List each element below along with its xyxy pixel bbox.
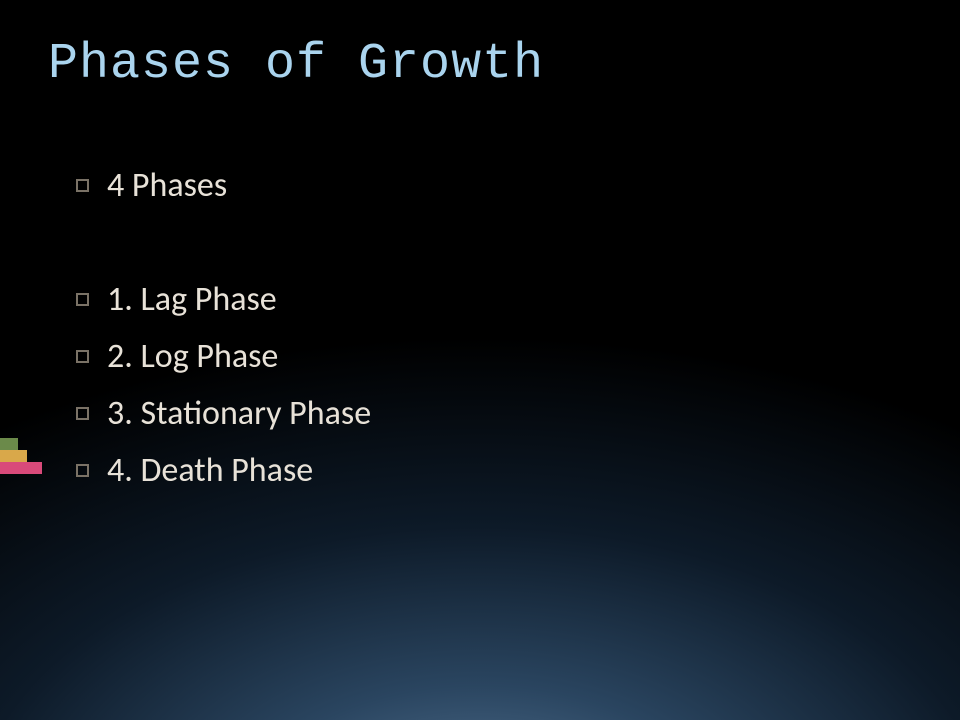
bullet-item: 1. Lag Phase xyxy=(76,276,371,322)
bullet-marker-icon xyxy=(76,350,89,363)
bullet-text: 2. Log Phase xyxy=(107,336,278,377)
bullet-text: 4. Death Phase xyxy=(107,450,313,491)
bullet-marker-icon xyxy=(76,464,89,477)
bullet-item: 2. Log Phase xyxy=(76,333,371,379)
bullet-text: 3. Stationary Phase xyxy=(107,393,371,434)
bullet-item: 3. Stationary Phase xyxy=(76,390,371,436)
slide: Phases of Growth 4 Phases 1. Lag Phase 2. … xyxy=(0,0,960,720)
accent-bar xyxy=(0,462,42,474)
bullet-marker-icon xyxy=(76,293,89,306)
bullet-item: 4. Death Phase xyxy=(76,447,371,493)
bullet-item: 4 Phases xyxy=(76,162,371,208)
bullet-text: 4 Phases xyxy=(107,165,227,206)
accent-bar xyxy=(0,438,18,450)
accent-bar xyxy=(0,450,27,462)
slide-title: Phases of Growth xyxy=(48,36,544,93)
bullet-text: 1. Lag Phase xyxy=(107,279,277,320)
accent-bars xyxy=(0,438,42,474)
bullet-list: 4 Phases 1. Lag Phase 2. Log Phase 3. Stati… xyxy=(76,162,371,504)
bullet-marker-icon xyxy=(76,407,89,420)
bullet-marker-icon xyxy=(76,179,89,192)
bullet-spacer xyxy=(76,219,371,265)
